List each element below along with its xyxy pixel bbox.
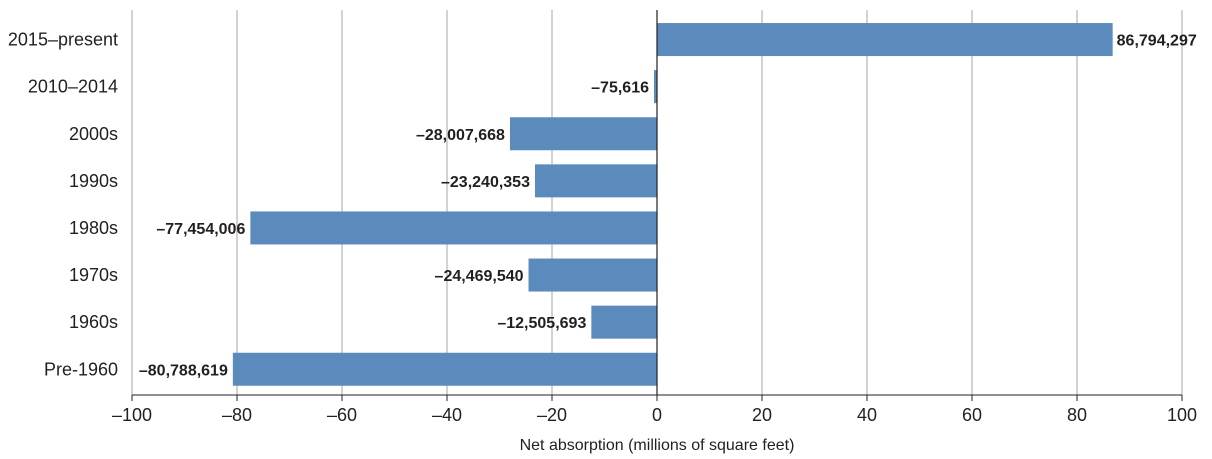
category-label: 1980s xyxy=(69,218,118,238)
bars xyxy=(232,23,1113,386)
category-label: Pre-1960 xyxy=(44,359,118,379)
x-tick-label: –100 xyxy=(112,405,152,425)
data-label: –28,007,668 xyxy=(416,127,505,144)
gridlines xyxy=(131,10,1183,395)
category-label: 2010–2014 xyxy=(28,77,118,97)
labels: 2015–present 86,794,297 2010–2014 –75,616 20… xyxy=(8,30,1197,380)
category-label: 2015–present xyxy=(8,30,118,50)
data-label: –24,469,540 xyxy=(435,268,524,285)
data-label: –12,505,693 xyxy=(497,315,586,332)
data-label: 86,794,297 xyxy=(1117,33,1197,50)
bar xyxy=(232,352,658,386)
data-label: –23,240,353 xyxy=(441,174,530,191)
x-tick-label: 20 xyxy=(752,405,772,425)
x-tick-label: –40 xyxy=(432,405,462,425)
x-tick-label: 80 xyxy=(1067,405,1087,425)
category-label: 2000s xyxy=(69,124,118,144)
x-tick-label: –20 xyxy=(537,405,567,425)
bar xyxy=(654,70,657,104)
bar xyxy=(591,305,657,339)
x-tick-label: 60 xyxy=(962,405,982,425)
bar xyxy=(509,117,657,151)
category-label: 1990s xyxy=(69,171,118,191)
bar xyxy=(534,164,657,198)
x-tick-label: 0 xyxy=(652,405,662,425)
category-label: 1970s xyxy=(69,265,118,285)
x-tick-label: 100 xyxy=(1167,405,1197,425)
x-tick-label: –60 xyxy=(327,405,357,425)
category-label: 1960s xyxy=(69,312,118,332)
axes: –100 –80 –60 –40 –20 0 20 40 60 80 100 xyxy=(112,10,1197,425)
bar xyxy=(657,23,1113,57)
data-label: –77,454,006 xyxy=(156,221,245,238)
bar xyxy=(250,211,658,245)
data-label: –80,788,619 xyxy=(139,362,228,379)
x-tick-label: –80 xyxy=(222,405,252,425)
x-tick-label: 40 xyxy=(857,405,877,425)
data-label: –75,616 xyxy=(591,80,649,97)
bar xyxy=(528,258,657,292)
x-axis-title: Net absorption (millions of square feet) xyxy=(520,437,795,454)
